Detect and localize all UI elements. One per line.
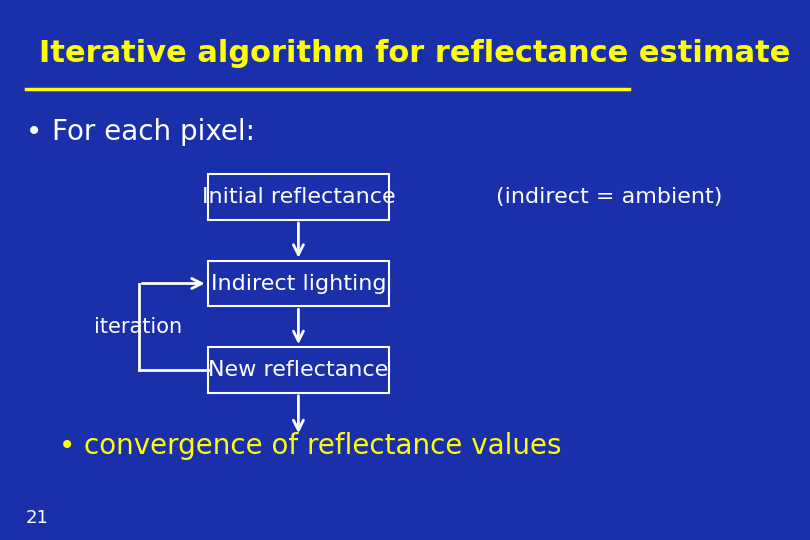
Text: (indirect = ambient): (indirect = ambient) — [497, 187, 723, 207]
Text: 21: 21 — [26, 509, 49, 528]
Text: For each pixel:: For each pixel: — [52, 118, 255, 146]
FancyBboxPatch shape — [207, 174, 390, 220]
FancyBboxPatch shape — [207, 261, 390, 306]
Text: iteration: iteration — [94, 316, 182, 337]
Text: convergence of reflectance values: convergence of reflectance values — [84, 431, 562, 460]
Text: •: • — [26, 118, 42, 146]
Text: Initial reflectance: Initial reflectance — [202, 187, 395, 207]
Text: Indirect lighting: Indirect lighting — [211, 273, 386, 294]
Text: •: • — [58, 431, 75, 460]
Text: New reflectance: New reflectance — [208, 360, 389, 380]
FancyBboxPatch shape — [207, 347, 390, 393]
Text: Iterative algorithm for reflectance estimate: Iterative algorithm for reflectance esti… — [39, 39, 791, 69]
